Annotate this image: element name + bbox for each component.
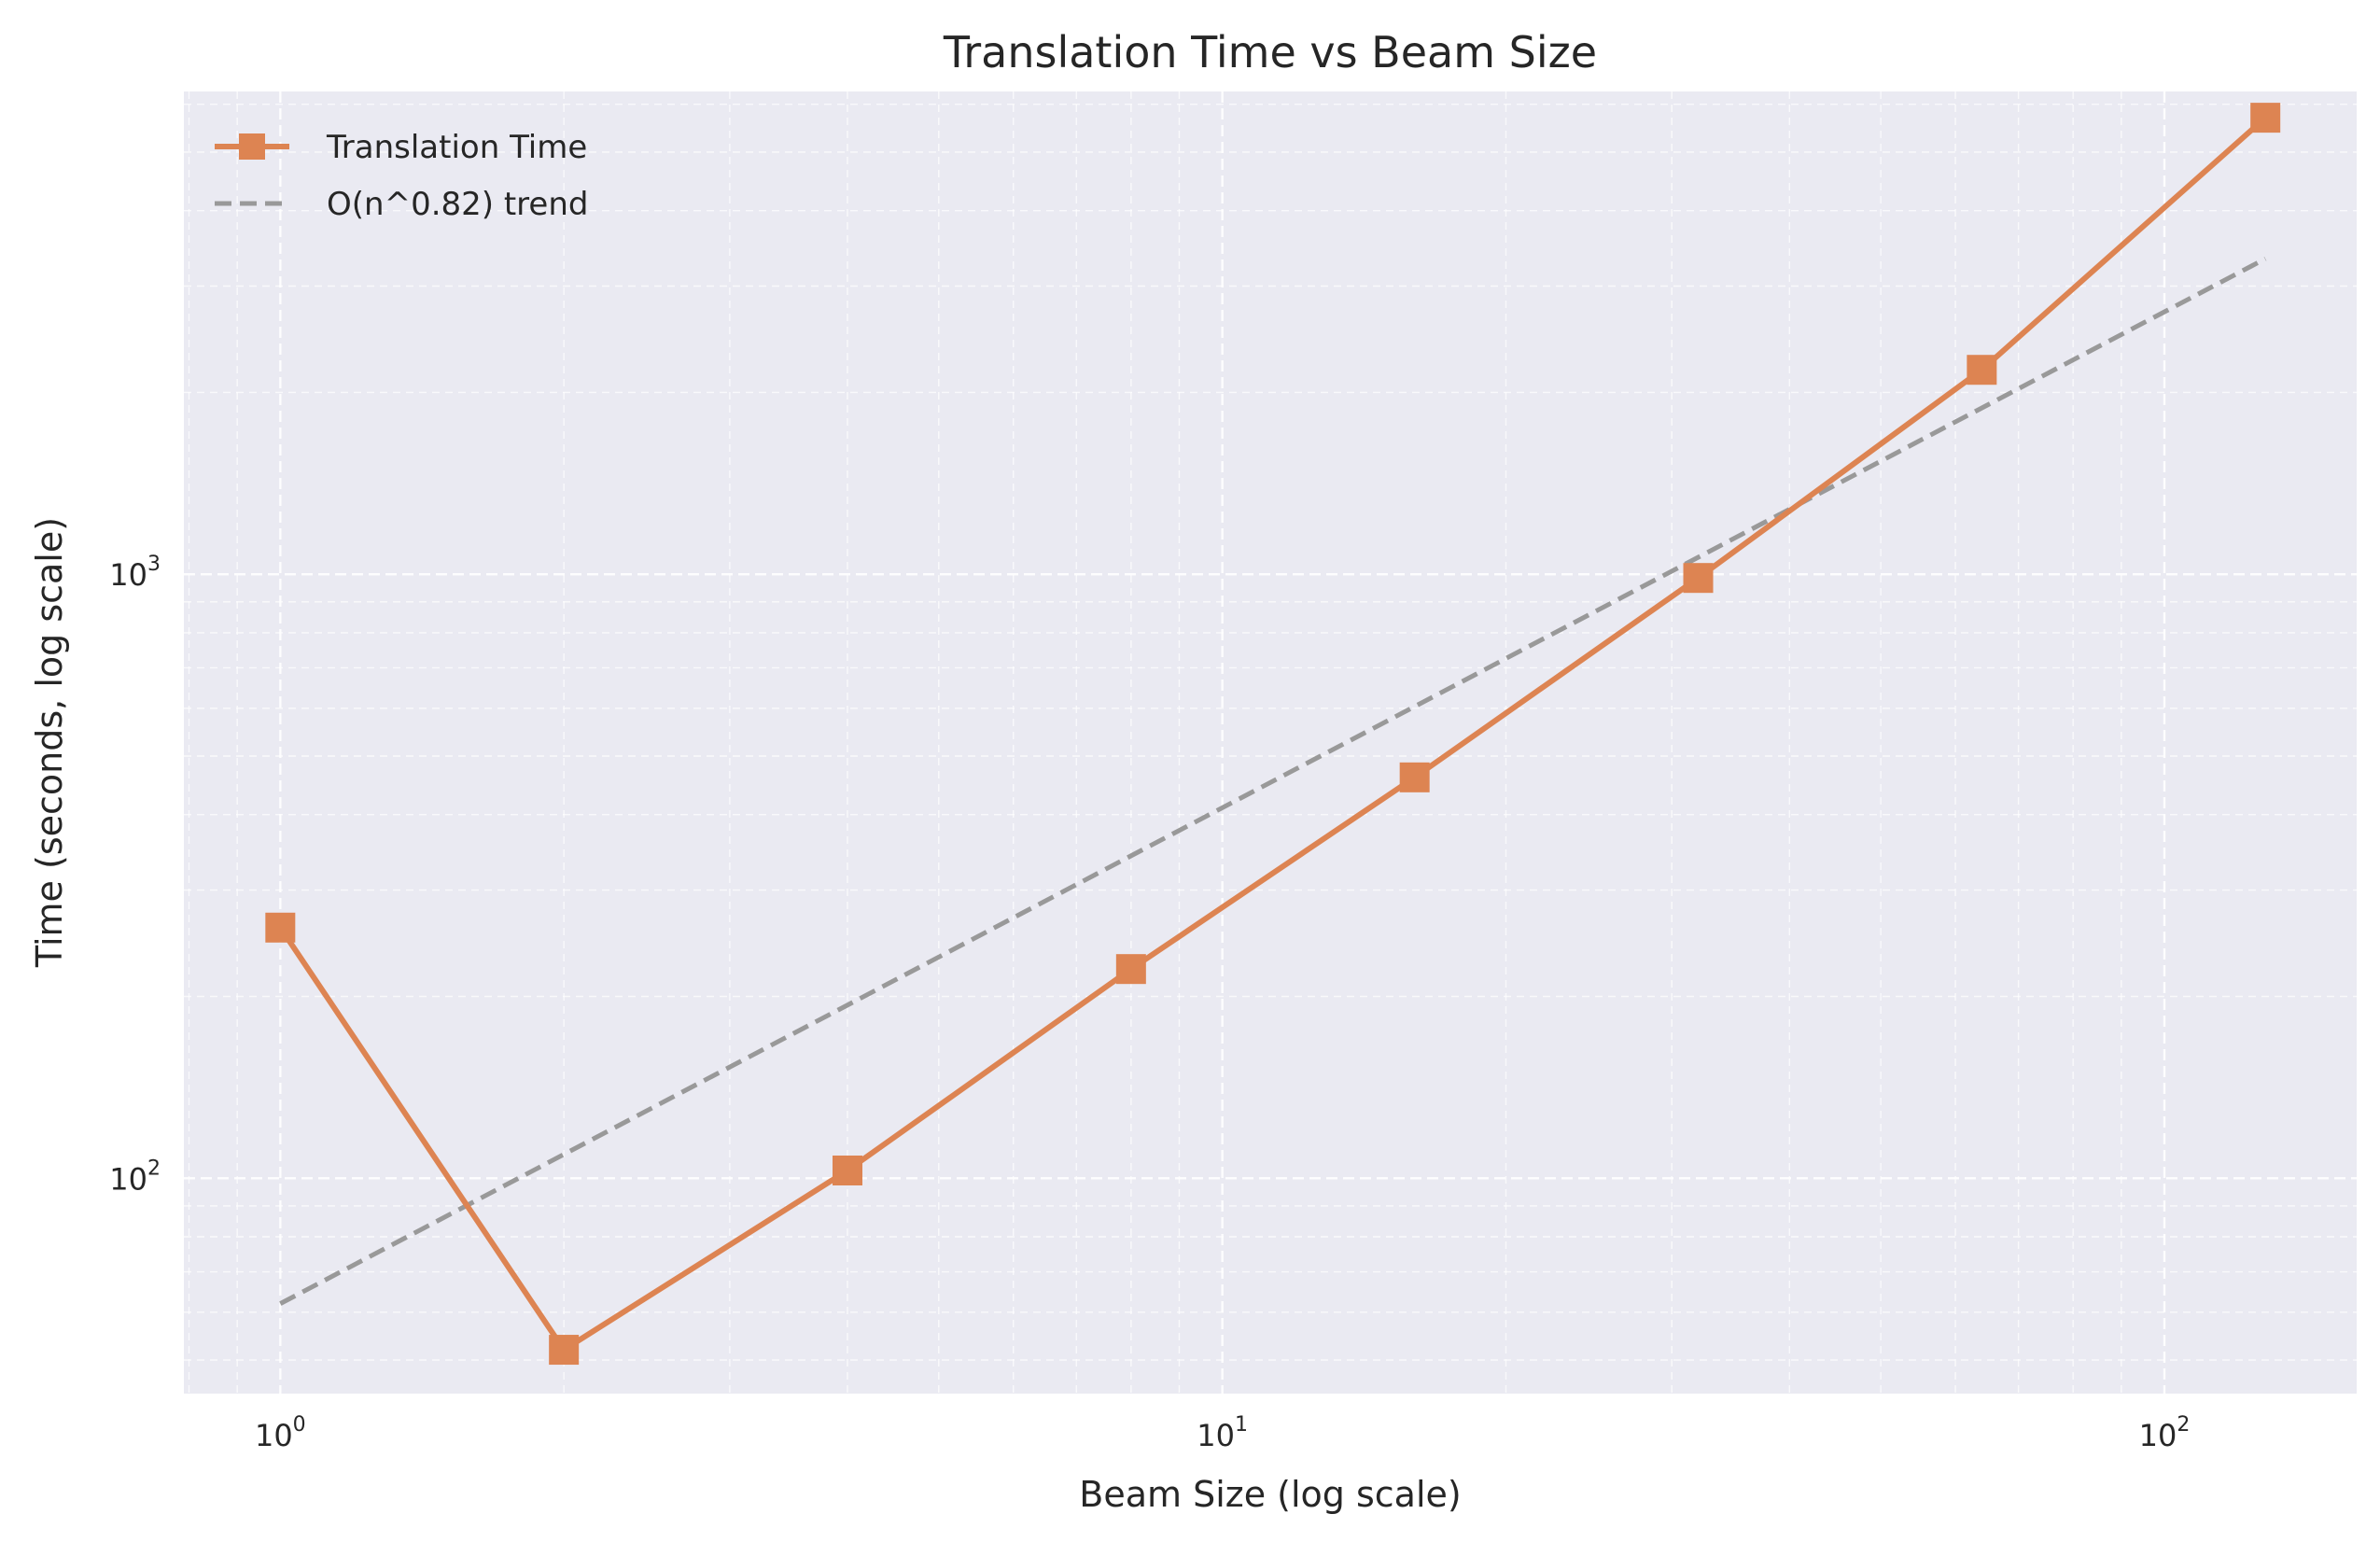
chart-title: Translation Time vs Beam Size [943,27,1597,77]
legend-label-translation-time: Translation Time [326,129,587,166]
legend: Translation Time O(n^0.82) trend [215,129,588,223]
trend-line [279,256,2267,1306]
translation-time-point [1967,355,1997,386]
translation-time-point [265,912,296,943]
y-tick-label: 102 [109,1156,161,1197]
translation-time-point [833,1155,863,1185]
plot-area [184,91,2357,1394]
translation-time-point [1683,563,1714,594]
translation-time-point [2250,103,2281,133]
translation-time-point [1115,954,1146,985]
x-tick-label: 101 [1197,1413,1248,1453]
major-grid [184,91,2357,1394]
minor-grid [184,91,2357,1394]
x-axis-label: Beam Size (log scale) [1079,1474,1461,1515]
y-axis-label: Time (seconds, log scale) [29,517,70,968]
translation-time-point [1399,762,1430,792]
x-tick-labels: 100 101 102 [255,1413,2190,1453]
legend-marker-translation-time [239,133,265,160]
series-layer [265,103,2281,1366]
x-tick-label: 102 [2139,1413,2191,1453]
translation-time-line [277,115,2268,1353]
legend-label-trend: O(n^0.82) trend [327,186,588,223]
x-tick-label: 100 [255,1413,306,1453]
translation-time-point [549,1335,580,1366]
y-tick-label: 103 [109,553,161,593]
y-tick-labels: 102 103 [109,553,161,1197]
